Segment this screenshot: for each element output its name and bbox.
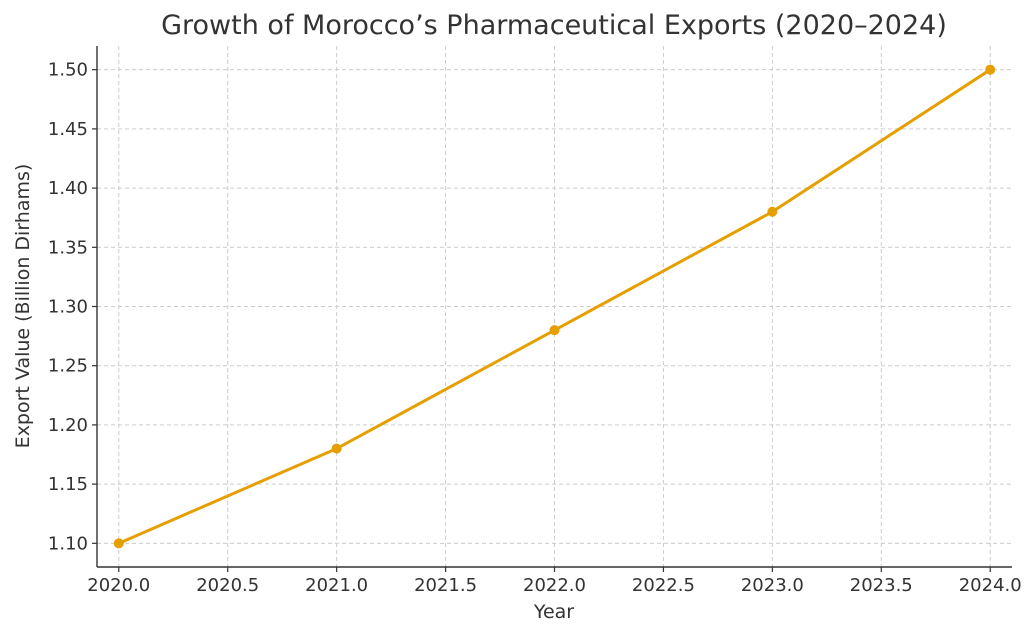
data-point bbox=[549, 325, 560, 336]
x-tick-label: 2024.0 bbox=[959, 575, 1022, 596]
y-tick-label: 1.45 bbox=[48, 119, 88, 140]
x-tick-label: 2023.5 bbox=[850, 575, 913, 596]
y-tick-label: 1.10 bbox=[48, 533, 88, 554]
y-tick-label: 1.30 bbox=[48, 297, 88, 318]
x-ticks: 2020.0 2020.5 2021.0 2021.5 2022.0 2022.5 2023… bbox=[87, 567, 1022, 596]
y-tick-label: 1.15 bbox=[48, 474, 88, 495]
x-tick-label: 2020.0 bbox=[87, 575, 150, 596]
grid bbox=[97, 46, 1012, 567]
x-tick-label: 2020.5 bbox=[196, 575, 259, 596]
x-tick-label: 2021.5 bbox=[414, 575, 477, 596]
y-tick-label: 1.20 bbox=[48, 415, 88, 436]
x-tick-label: 2023.0 bbox=[741, 575, 804, 596]
chart-title: Growth of Morocco’s Pharmaceutical Expor… bbox=[161, 10, 947, 41]
data-point bbox=[113, 538, 124, 549]
data-point bbox=[985, 64, 996, 75]
y-tick-label: 1.50 bbox=[48, 60, 88, 81]
x-axis-label: Year bbox=[533, 601, 574, 623]
y-ticks: 1.10 1.15 1.20 1.25 1.30 1.35 1.40 1.45 1.50 bbox=[48, 60, 97, 554]
y-tick-label: 1.40 bbox=[48, 178, 88, 199]
y-tick-label: 1.35 bbox=[48, 237, 88, 258]
y-axis-label: Export Value (Billion Dirhams) bbox=[12, 164, 34, 449]
x-tick-label: 2022.5 bbox=[632, 575, 695, 596]
y-tick-label: 1.25 bbox=[48, 356, 88, 377]
x-tick-label: 2022.0 bbox=[523, 575, 586, 596]
series bbox=[113, 64, 996, 549]
x-tick-label: 2021.0 bbox=[305, 575, 368, 596]
data-point bbox=[331, 443, 342, 454]
data-point bbox=[767, 206, 778, 217]
